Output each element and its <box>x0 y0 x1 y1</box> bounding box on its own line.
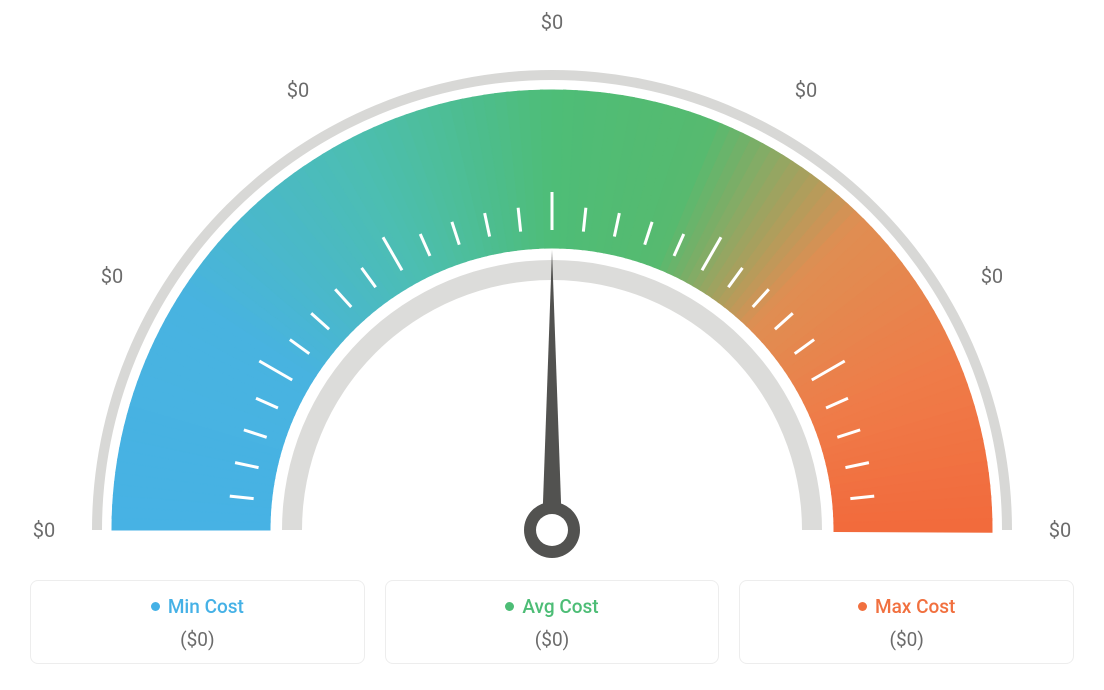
legend-title-max: Max Cost <box>858 595 955 618</box>
gauge-tick-label: $0 <box>981 264 1003 288</box>
gauge-tick-label: $0 <box>33 518 55 542</box>
legend-label-max: Max Cost <box>875 595 955 618</box>
legend-row: Min Cost ($0) Avg Cost ($0) Max Cost ($0… <box>30 580 1074 664</box>
legend-card-min: Min Cost ($0) <box>30 580 365 664</box>
gauge-chart: $0 $0 $0 $0 $0 $0 $0 <box>30 10 1074 570</box>
dot-icon <box>151 602 160 611</box>
legend-value-avg: ($0) <box>535 628 569 651</box>
legend-value-max: ($0) <box>889 628 923 651</box>
gauge-tick-label: $0 <box>101 264 123 288</box>
gauge-tick-label: $0 <box>287 78 309 102</box>
dot-icon <box>858 602 867 611</box>
legend-label-avg: Avg Cost <box>522 595 598 618</box>
legend-label-min: Min Cost <box>168 595 244 618</box>
chart-container: $0 $0 $0 $0 $0 $0 $0 Min Cost ($0) Avg Cost ($… <box>0 0 1104 690</box>
legend-title-min: Min Cost <box>151 595 244 618</box>
gauge-tick-label: $0 <box>795 78 817 102</box>
gauge-svg <box>30 10 1074 570</box>
legend-card-avg: Avg Cost ($0) <box>385 580 720 664</box>
gauge-tick-label: $0 <box>1049 518 1071 542</box>
legend-card-max: Max Cost ($0) <box>739 580 1074 664</box>
legend-title-avg: Avg Cost <box>505 595 598 618</box>
legend-value-min: ($0) <box>180 628 214 651</box>
gauge-tick-label: $0 <box>541 10 563 34</box>
dot-icon <box>505 602 514 611</box>
